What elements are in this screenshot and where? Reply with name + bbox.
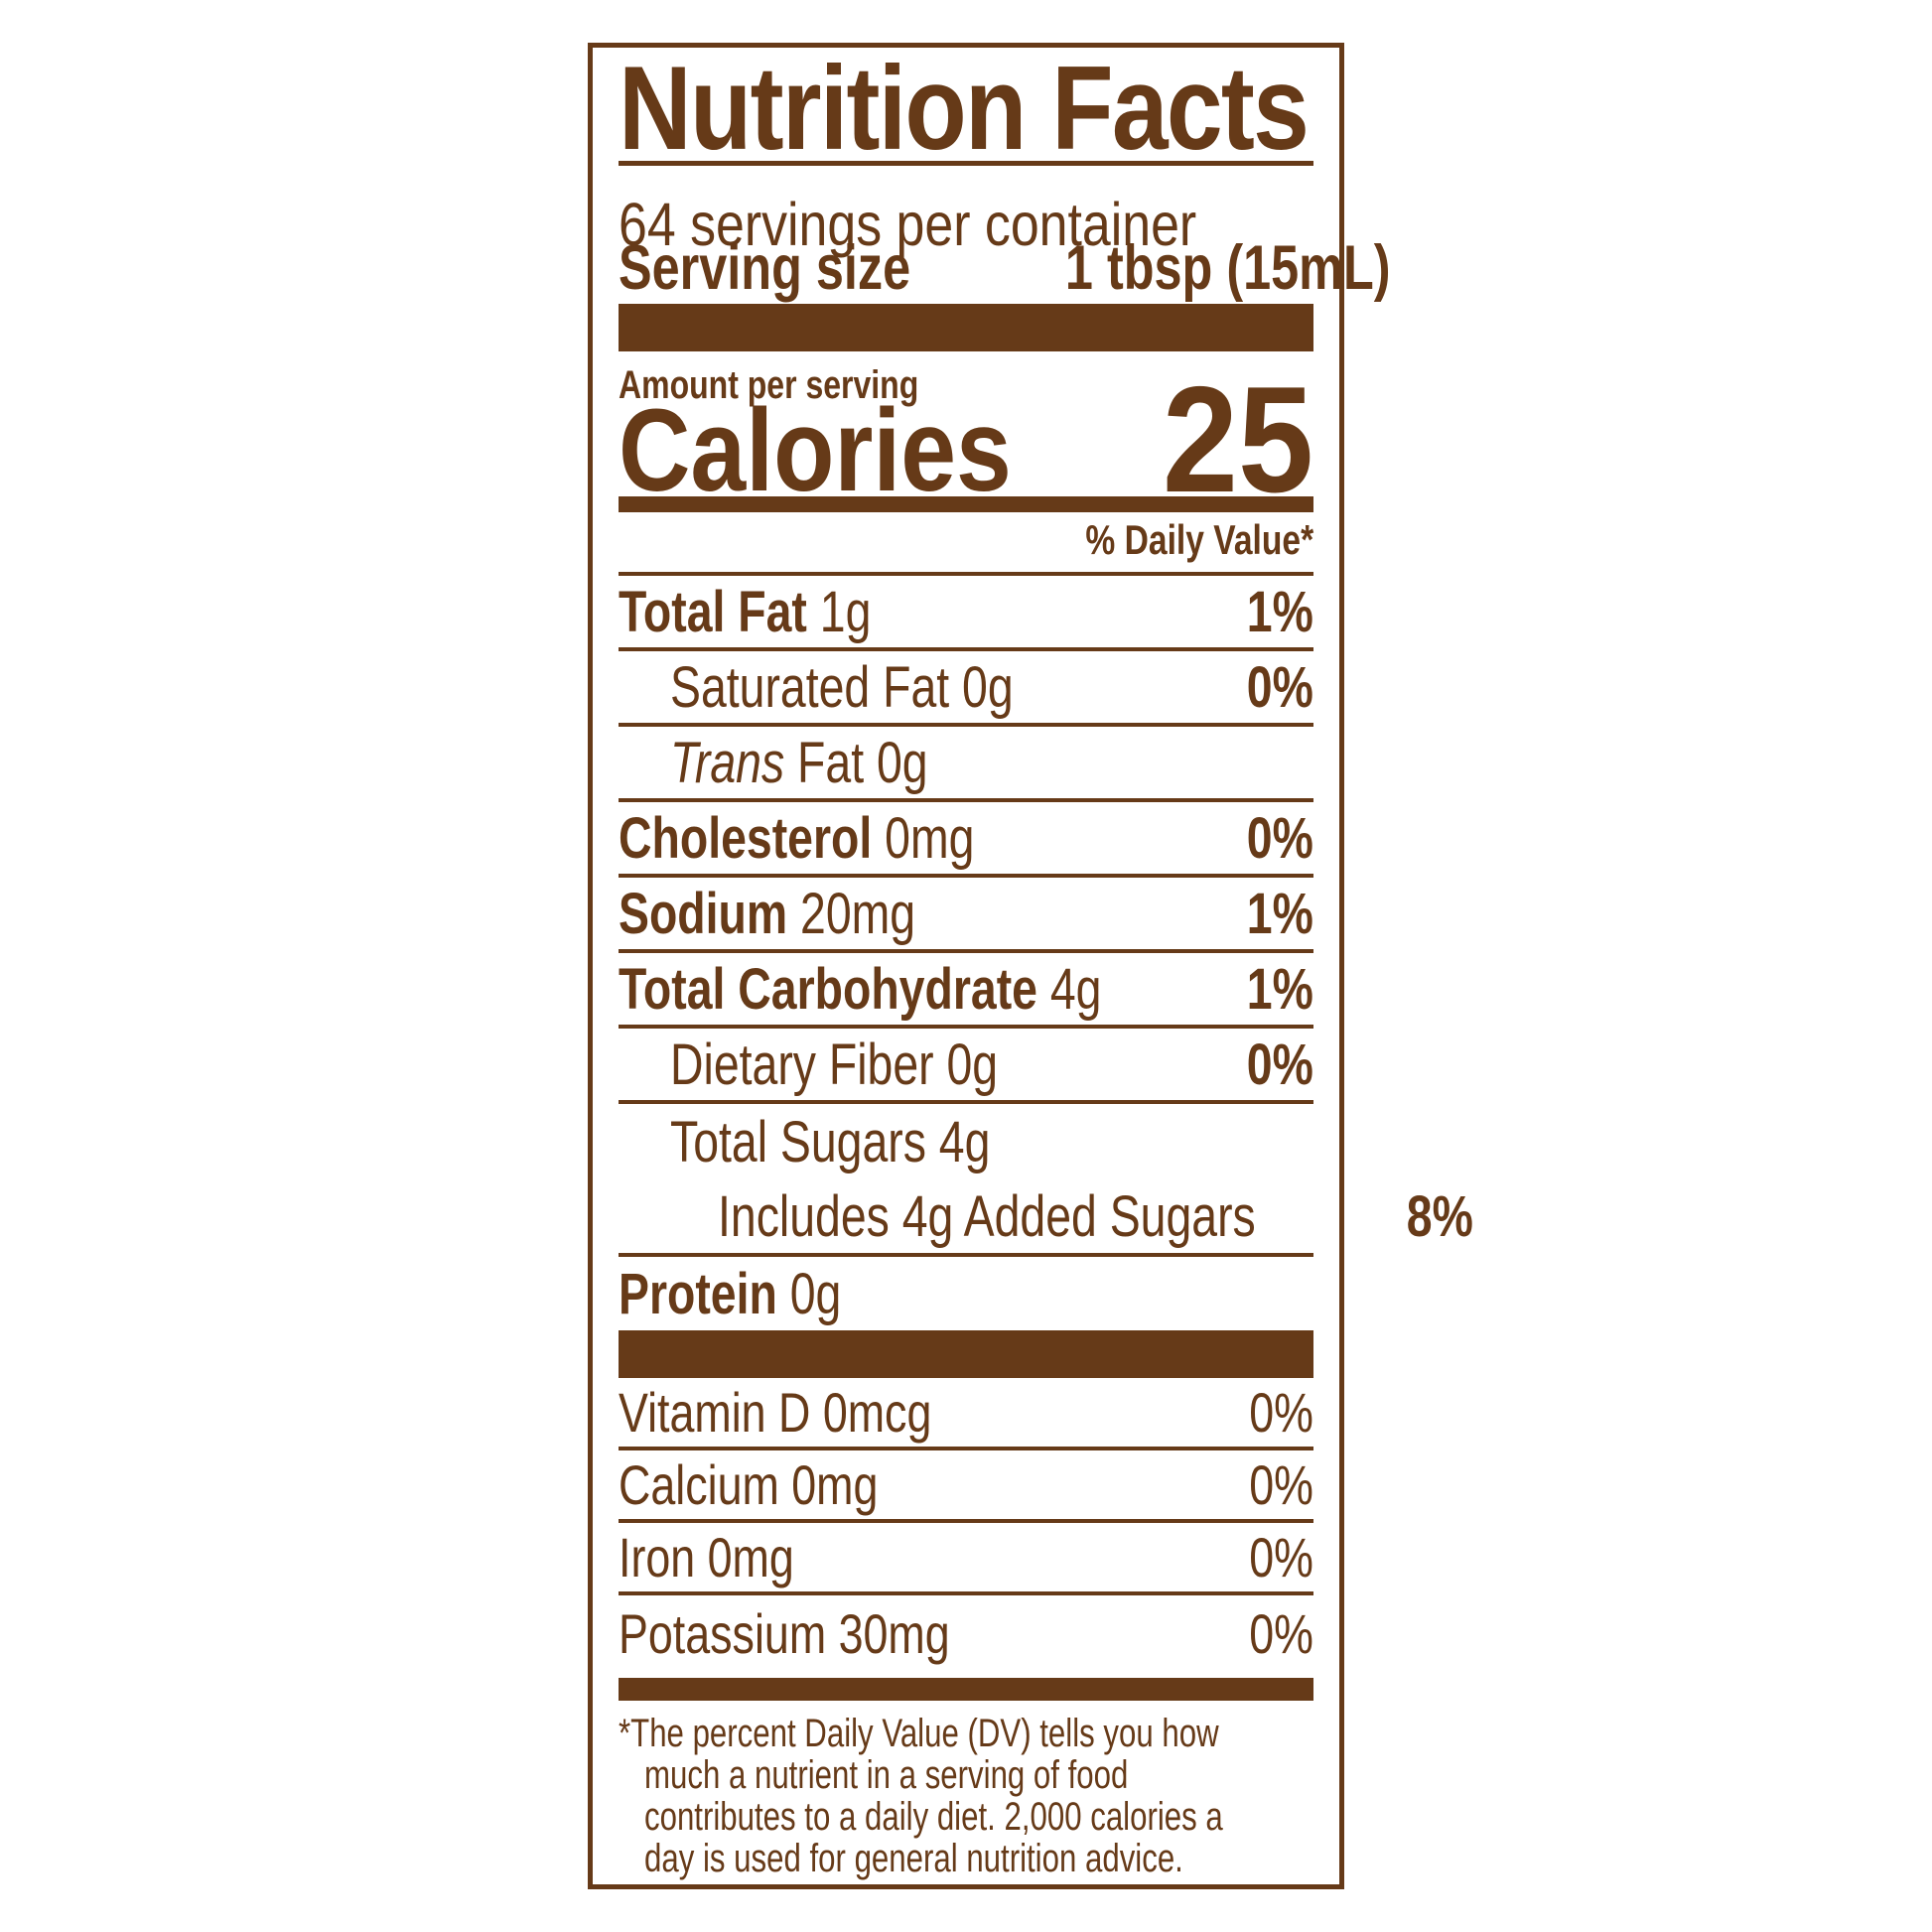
nutrient-row-total-fat: Total Fat 1g 1% xyxy=(619,576,1313,651)
nutrient-name-segment: Trans xyxy=(670,730,785,795)
nutrient-name-segment: Cholesterol xyxy=(619,805,873,871)
nutrient-row-trans-fat: Trans Fat 0g xyxy=(619,727,1313,802)
nutrient-dv-saturated-fat: 0% xyxy=(1246,654,1313,720)
separator-bar-thick-middle xyxy=(619,1330,1313,1378)
nutrient-dv-total-fat: 1% xyxy=(1246,579,1313,644)
calories-value-text: 25 xyxy=(1162,355,1313,524)
nutrient-name-segment: Fat 0g xyxy=(784,730,928,795)
vitamin-row-calcium: Calcium 0mg 0% xyxy=(619,1450,1313,1523)
nutrient-name-cholesterol: Cholesterol 0mg xyxy=(619,805,974,872)
nutrition-facts-label: Nutrition Facts 64 servings per containe… xyxy=(588,42,1473,1889)
nutrient-row-protein: Protein 0g xyxy=(619,1257,1313,1330)
footnote-line-4: day is used for general nutrition advice… xyxy=(644,1838,1313,1879)
daily-value-rule xyxy=(619,572,1313,576)
vitamin-dv-potassium: 0% xyxy=(1249,1602,1313,1665)
nutrient-name-segment: 0mg xyxy=(872,805,975,871)
amount-per-serving-text: Amount per serving xyxy=(619,363,919,407)
nutrient-name-segment: Includes 4g Added Sugars xyxy=(718,1183,1256,1249)
vitamin-name-iron: Iron 0mg xyxy=(619,1526,794,1588)
nutrient-name-segment: Total Sugars 4g xyxy=(670,1109,991,1174)
vitamin-dv-calcium: 0% xyxy=(1249,1453,1313,1516)
serving-size-label: Serving size xyxy=(619,233,911,303)
label-title: Nutrition Facts xyxy=(619,42,1313,175)
nutrient-name-protein: Protein 0g xyxy=(619,1261,841,1327)
calories-block: Amount per serving Calories 25 xyxy=(619,351,1313,524)
nutrient-row-added-sugars: Includes 4g Added Sugars 8% xyxy=(619,1179,1473,1257)
footnote-line-3: contributes to a daily diet. 2,000 calor… xyxy=(644,1796,1313,1838)
nutrient-name-sodium: Sodium 20mg xyxy=(619,881,915,947)
nutrient-row-saturated-fat: Saturated Fat 0g 0% xyxy=(619,651,1313,727)
nutrient-name-segment: Total Carbohydrate xyxy=(619,956,1037,1022)
nutrient-name-total-carbohydrate: Total Carbohydrate 4g xyxy=(619,956,1101,1023)
nutrient-dv-sodium: 1% xyxy=(1246,881,1313,946)
vitamin-name-vitamin-d: Vitamin D 0mcg xyxy=(619,1381,932,1444)
nutrient-name-saturated-fat: Saturated Fat 0g xyxy=(670,654,1014,721)
calories-label: Calories xyxy=(619,385,1081,516)
nutrient-name-segment: 4g xyxy=(1036,956,1102,1022)
nutrient-dv-total-carbohydrate: 1% xyxy=(1246,956,1313,1022)
nutrient-row-cholesterol: Cholesterol 0mg 0% xyxy=(619,802,1313,878)
nutrient-name-trans-fat: Trans Fat 0g xyxy=(670,730,928,796)
amount-per-serving: Amount per serving xyxy=(619,365,994,405)
nutrient-name-segment: Sodium xyxy=(619,881,788,946)
calories-label-text: Calories xyxy=(619,385,1012,516)
nutrient-name-dietary-fiber: Dietary Fiber 0g xyxy=(670,1032,998,1098)
nutrient-row-total-sugars: Total Sugars 4g xyxy=(619,1104,1313,1179)
vitamin-name-calcium: Calcium 0mg xyxy=(619,1453,879,1516)
footnote-line-text: contributes to a daily diet. 2,000 calor… xyxy=(644,1795,1223,1839)
footnote-line-text: day is used for general nutrition advice… xyxy=(644,1837,1183,1880)
serving-size-value: 1 tbsp (15mL) xyxy=(1064,233,1391,303)
footnote-line-1: *The percent Daily Value (DV) tells you … xyxy=(619,1713,1313,1754)
separator-bar-thick-top xyxy=(619,304,1313,351)
nutrient-name-segment: 20mg xyxy=(787,881,916,946)
nutrient-name-segment: Protein xyxy=(619,1261,777,1326)
nutrient-name-segment: 0g xyxy=(776,1261,842,1326)
nutrient-rows: Total Fat 1g 1% Saturated Fat 0g 0% Trans Fa… xyxy=(619,576,1473,1330)
daily-value-header: % Daily Value* xyxy=(619,516,1313,563)
nutrient-row-total-carbohydrate: Total Carbohydrate 4g 1% xyxy=(619,953,1313,1029)
vitamin-row-iron: Iron 0mg 0% xyxy=(619,1523,1313,1595)
nutrient-name-segment: Dietary Fiber 0g xyxy=(670,1032,999,1097)
calories-value: 25 xyxy=(1146,355,1313,524)
vitamin-dv-iron: 0% xyxy=(1249,1526,1313,1588)
nutrient-dv-dietary-fiber: 0% xyxy=(1246,1032,1313,1097)
nutrient-dv-added-sugars: 8% xyxy=(1406,1183,1473,1249)
nutrient-row-sodium: Sodium 20mg 1% xyxy=(619,878,1313,953)
nutrient-row-dietary-fiber: Dietary Fiber 0g 0% xyxy=(619,1029,1313,1104)
separator-bar-footnote xyxy=(619,1678,1313,1701)
vitamin-rows: Vitamin D 0mcg 0% Calcium 0mg 0% Iron 0mg 0% P… xyxy=(619,1378,1313,1672)
title-rule xyxy=(619,161,1313,166)
nutrient-name-segment: Total Fat xyxy=(619,579,807,644)
daily-value-header-text: % Daily Value* xyxy=(1085,516,1313,563)
footnote-line-text: much a nutrient in a serving of food xyxy=(644,1753,1129,1797)
vitamin-dv-vitamin-d: 0% xyxy=(1249,1381,1313,1444)
calories-rule xyxy=(619,496,1313,512)
nutrient-dv-cholesterol: 0% xyxy=(1246,805,1313,871)
label-title-text: Nutrition Facts xyxy=(619,42,1310,175)
servings-per-container-text: 64 servings per container xyxy=(619,191,1197,258)
nutrient-name-segment: Saturated Fat 0g xyxy=(670,654,1014,720)
vitamin-row-potassium: Potassium 30mg 0% xyxy=(619,1595,1313,1672)
nutrient-name-total-sugars: Total Sugars 4g xyxy=(670,1109,990,1175)
nutrient-name-added-sugars: Includes 4g Added Sugars xyxy=(718,1183,1256,1250)
footnote: *The percent Daily Value (DV) tells you … xyxy=(619,1713,1313,1879)
footnote-line-2: much a nutrient in a serving of food xyxy=(644,1754,1313,1796)
vitamin-name-potassium: Potassium 30mg xyxy=(619,1602,950,1665)
footnote-line-text: *The percent Daily Value (DV) tells you … xyxy=(619,1712,1219,1755)
vitamin-row-vitamin-d: Vitamin D 0mcg 0% xyxy=(619,1378,1313,1450)
servings-per-container: 64 servings per container xyxy=(619,191,1313,258)
nutrient-name-total-fat: Total Fat 1g xyxy=(619,579,871,645)
serving-size-row: Serving size 1 tbsp (15mL) xyxy=(619,233,1390,303)
nutrient-name-segment: 1g xyxy=(806,579,872,644)
